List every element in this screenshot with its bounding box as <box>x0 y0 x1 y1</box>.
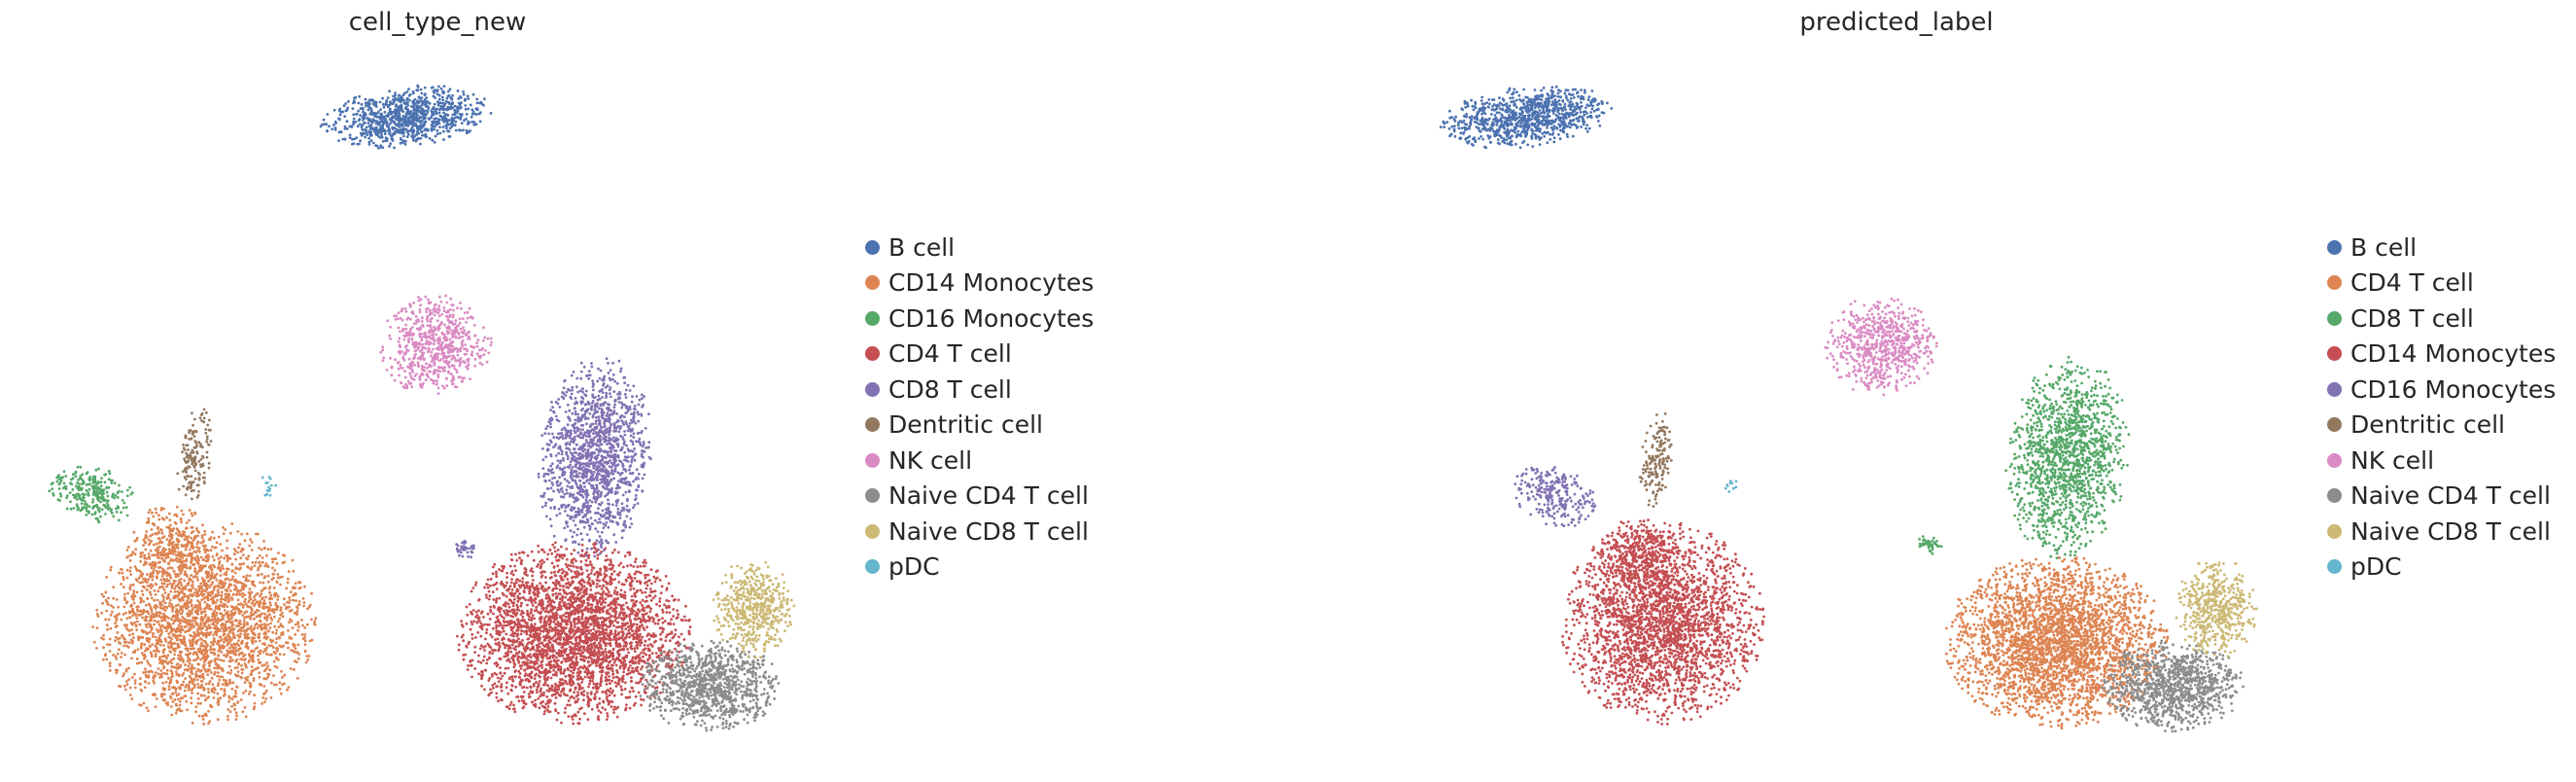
legend-entry: NK cell <box>2327 443 2556 479</box>
cluster-nk-cell <box>1824 297 1938 397</box>
legend-label: Naive CD4 T cell <box>888 481 1089 510</box>
legend-entry: CD16 Monocytes <box>2327 372 2556 408</box>
legend-label: pDC <box>888 552 940 581</box>
legend-label: NK cell <box>888 446 972 475</box>
legend-entry: pDC <box>865 550 1094 586</box>
legend-label: CD8 T cell <box>888 375 1012 404</box>
legend-marker <box>865 523 880 539</box>
legend-marker <box>2327 523 2342 539</box>
cluster-cd8-t-cell-minor <box>455 539 475 559</box>
cluster-cd8-t-cell-minor <box>1918 535 1943 555</box>
legend-marker <box>865 381 880 397</box>
legend-label: CD4 T cell <box>888 339 1012 368</box>
legend-label: pDC <box>2350 552 2402 581</box>
legend-entry: Naive CD8 T cell <box>2327 514 2556 550</box>
cluster-pdc <box>1723 480 1738 493</box>
legend-label: B cell <box>888 233 955 262</box>
legend-entry: CD14 Monocytes <box>2327 337 2556 373</box>
legend-label: Naive CD8 T cell <box>888 517 1089 546</box>
legend-marker <box>2327 452 2342 468</box>
legend-entry: Naive CD4 T cell <box>865 479 1094 515</box>
umap-scatter-plot <box>1439 85 2258 733</box>
legend-entry: CD4 T cell <box>2327 266 2556 302</box>
legend-entry: B cell <box>2327 230 2556 266</box>
cluster-dentritic-cell <box>176 408 213 501</box>
legend-entry: NK cell <box>865 443 1094 479</box>
cluster-cd16-monocytes <box>1514 466 1597 528</box>
cluster-b-cell <box>319 84 493 150</box>
cluster-nk-cell <box>379 294 493 395</box>
legend-label: Dentritic cell <box>888 410 1043 439</box>
legend-entry: Naive CD4 T cell <box>2327 479 2556 515</box>
legend-entry: CD16 Monocytes <box>865 301 1094 337</box>
legend-marker <box>2327 275 2342 291</box>
legend-entry: Dentritic cell <box>2327 408 2556 444</box>
legend-marker <box>865 559 880 575</box>
legend-marker <box>2327 381 2342 397</box>
cluster-cd4-t-cell <box>456 541 692 726</box>
umap-panel-predicted-label: predicted_label B cell CD4 T cell CD8 T ce… <box>1288 0 2576 782</box>
legend-label: NK cell <box>2350 446 2434 475</box>
legend-entry: CD8 T cell <box>2327 301 2556 337</box>
cluster-cd16-monocytes <box>48 465 134 524</box>
plot-title: predicted_label <box>1459 8 2334 37</box>
legend-marker <box>865 417 880 433</box>
cluster-cd14-monocytes <box>91 521 318 726</box>
umap-scatter-plot <box>48 84 796 732</box>
legend-marker <box>865 310 880 326</box>
legend-marker <box>2327 417 2342 433</box>
cluster-cd8-t-cell <box>537 357 652 558</box>
legend-entry: CD14 Monocytes <box>865 266 1094 302</box>
legend-entry: CD8 T cell <box>865 372 1094 408</box>
legend-marker <box>2327 559 2342 575</box>
cluster-cd14-monocytes-arm <box>1601 518 1679 589</box>
legend-label: CD14 Monocytes <box>2350 339 2556 368</box>
cluster-naive-cd4-t-cell <box>2100 639 2245 733</box>
legend-marker <box>865 346 880 362</box>
plot-title: cell_type_new <box>0 8 875 37</box>
legend-marker <box>865 275 880 291</box>
legend-entry: Dentritic cell <box>865 408 1094 444</box>
legend-label: CD16 Monocytes <box>888 304 1094 333</box>
legend-entry: pDC <box>2327 550 2556 586</box>
legend-label: CD4 T cell <box>2350 268 2474 297</box>
legend-entry: B cell <box>865 230 1094 266</box>
legend-label: B cell <box>2350 233 2417 262</box>
legend-marker <box>865 239 880 255</box>
legend-entry: Naive CD8 T cell <box>865 514 1094 550</box>
cluster-cd14-monocytes <box>1561 521 1765 726</box>
cluster-cd14-monocytes-arm <box>130 505 212 587</box>
legend-label: Naive CD8 T cell <box>2350 517 2551 546</box>
legend-label: CD16 Monocytes <box>2350 375 2556 404</box>
cluster-pdc <box>261 476 278 497</box>
legend: B cell CD14 Monocytes CD16 Monocytes CD4 T … <box>865 230 1094 585</box>
cluster-cd8-t-cell <box>2004 355 2131 560</box>
legend-label: Dentritic cell <box>2350 410 2505 439</box>
legend-label: Naive CD4 T cell <box>2350 481 2551 510</box>
cluster-cd4-t-cell <box>1945 555 2170 730</box>
cluster-b-cell <box>1439 85 1614 150</box>
cluster-naive-cd4-t-cell <box>639 639 781 732</box>
legend-label: CD14 Monocytes <box>888 268 1094 297</box>
legend-marker <box>2327 488 2342 504</box>
legend-marker <box>2327 346 2342 362</box>
legend-label: CD8 T cell <box>2350 304 2474 333</box>
legend-marker <box>865 488 880 504</box>
legend-entry: CD4 T cell <box>865 337 1094 373</box>
legend-marker <box>2327 310 2342 326</box>
legend-marker <box>865 452 880 468</box>
legend: B cell CD4 T cell CD8 T cell CD14 Monocytes… <box>2327 230 2556 585</box>
cluster-dentritic-cell <box>1638 412 1673 508</box>
umap-panel-cell-type-new: cell_type_new B cell CD14 Monocytes CD16 M… <box>0 8 1094 732</box>
cluster-naive-cd8-t-cell <box>712 560 796 659</box>
cluster-naive-cd8-t-cell <box>2175 561 2258 658</box>
legend-marker <box>2327 239 2342 255</box>
